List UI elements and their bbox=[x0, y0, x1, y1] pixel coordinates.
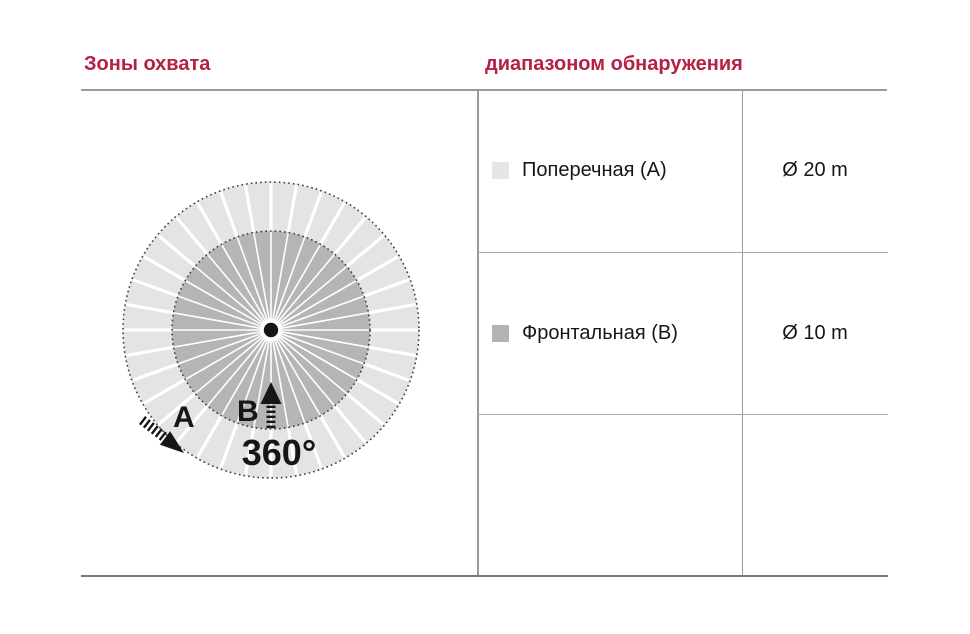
label-b: B bbox=[237, 395, 259, 428]
zone-a-range-value: Ø 20 m bbox=[782, 159, 848, 181]
section-title-coverage-zones: Зоны охвата bbox=[84, 53, 211, 75]
outer-zone-dotted-border bbox=[122, 181, 420, 479]
angle-360-label: 360° bbox=[242, 432, 316, 473]
outer-zone-sectors bbox=[124, 183, 418, 477]
sensor-center-dot bbox=[263, 322, 279, 338]
row-separator bbox=[478, 414, 888, 415]
zone-b-label: Фронтальная (B) bbox=[522, 322, 678, 344]
inner-zone-sectors bbox=[172, 231, 370, 429]
value-column-divider bbox=[742, 90, 743, 575]
zone-b-range-value: Ø 10 m bbox=[782, 322, 848, 344]
table-bottom-border bbox=[81, 575, 888, 577]
zone-a-swatch bbox=[492, 162, 509, 179]
direction-b-arrow bbox=[260, 382, 282, 428]
label-a: A bbox=[173, 401, 195, 434]
inner-zone-dotted-border bbox=[171, 230, 371, 430]
coverage-diagram: A B 360° bbox=[122, 181, 420, 479]
diagram-table-divider bbox=[477, 90, 479, 575]
zone-a-label: Поперечная (A) bbox=[522, 159, 667, 181]
row-separator bbox=[478, 252, 888, 253]
table-top-border bbox=[81, 89, 887, 91]
section-title-detection-range: диапазоном обнаружения bbox=[485, 53, 743, 75]
direction-a-arrow bbox=[138, 416, 184, 453]
zone-b-swatch bbox=[492, 325, 509, 342]
